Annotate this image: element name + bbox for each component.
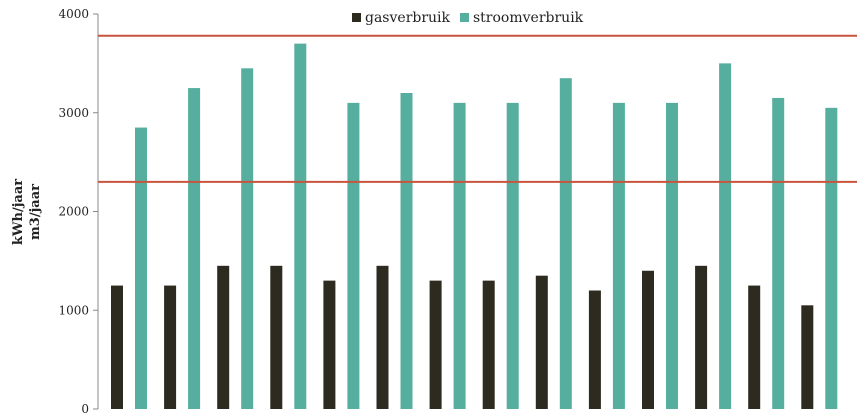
y-ticks: 0 1000 2000 3000 4000 (58, 7, 98, 414)
bar-stroomverbruik-8 (506, 102, 519, 409)
bar-stroomverbruik-11 (666, 102, 678, 409)
bar-gasverbruik-1 (111, 285, 123, 409)
bar-gasverbruik-4 (270, 265, 283, 409)
y-tick-label: 0 (81, 402, 89, 414)
y-tick-label: 1000 (58, 303, 89, 317)
bar-stroomverbruik-13 (772, 97, 785, 409)
y-axis-label: kWh/jaar m3/jaar (11, 179, 43, 245)
bar-gasverbruik-5 (323, 280, 336, 409)
bar-gasverbruik-6 (376, 265, 389, 409)
bar-stroomverbruik-7 (453, 102, 466, 409)
bar-gasverbruik-13 (748, 285, 761, 409)
legend-label-gasverbruik: gasverbruik (365, 10, 451, 26)
bar-gasverbruik-9 (535, 275, 548, 409)
legend-swatch-stroomverbruik (460, 13, 469, 22)
bar-gasverbruik-12 (695, 265, 708, 409)
bar-gasverbruik-3 (217, 265, 230, 409)
legend-swatch-gasverbruik (352, 13, 361, 22)
bar-stroomverbruik-5 (347, 102, 360, 409)
bar-gasverbruik-2 (164, 285, 177, 409)
bar-stroomverbruik-6 (400, 93, 413, 409)
bar-stroomverbruik-9 (559, 78, 572, 409)
legend: gasverbruik stroomverbruik (352, 10, 584, 26)
bar-gasverbruik-14 (801, 305, 814, 409)
y-tick-label: 4000 (58, 7, 89, 21)
bar-stroomverbruik-1 (135, 127, 147, 409)
bar-stroomverbruik-2 (188, 88, 201, 409)
bar-gasverbruik-10 (588, 290, 601, 409)
bar-gasverbruik-8 (482, 280, 495, 409)
y-tick-label: 3000 (58, 106, 89, 120)
bar-stroomverbruik-10 (612, 102, 625, 409)
bar-gasverbruik-7 (429, 280, 442, 409)
bars (111, 43, 838, 409)
bar-stroomverbruik-14 (825, 107, 838, 409)
y-tick-label: 2000 (58, 205, 89, 219)
bar-stroomverbruik-12 (719, 63, 732, 409)
bar-gasverbruik-11 (642, 270, 654, 409)
y-axis-label-m3: m3/jaar (28, 184, 43, 240)
legend-label-stroomverbruik: stroomverbruik (473, 10, 584, 26)
reference-lines (98, 34, 857, 183)
bar-stroomverbruik-3 (241, 68, 254, 409)
bar-stroomverbruik-4 (294, 43, 307, 409)
y-axis-label-kwh: kWh/jaar (11, 179, 26, 245)
